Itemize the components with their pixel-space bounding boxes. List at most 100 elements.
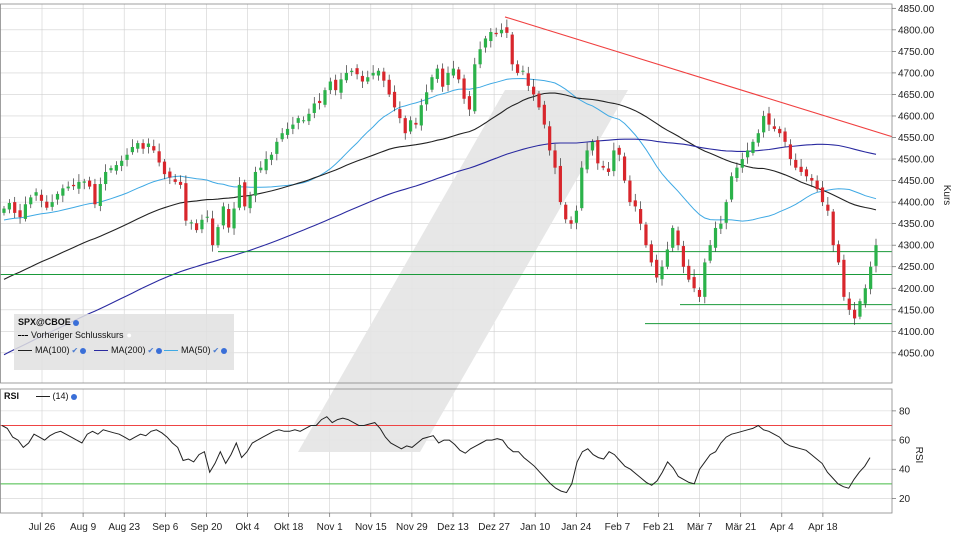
candle-body xyxy=(146,143,151,147)
candle-body xyxy=(194,223,199,231)
candle-body xyxy=(451,68,455,76)
date-tick-label: Dez 13 xyxy=(437,522,469,533)
candle xyxy=(200,214,204,234)
candle xyxy=(120,155,124,172)
legend-ma50[interactable]: MA(50) ✔ xyxy=(164,345,228,355)
candle xyxy=(71,178,76,191)
price-tick-label: 4100.00 xyxy=(898,327,935,338)
info-icon[interactable] xyxy=(80,347,87,354)
candle-body xyxy=(301,120,306,122)
candle-body xyxy=(542,104,546,125)
candle-body xyxy=(360,75,365,82)
date-tick-label: Aug 9 xyxy=(70,522,97,533)
candle xyxy=(719,215,723,234)
rsi-frame xyxy=(0,388,893,514)
check-icon[interactable]: ✔ xyxy=(71,346,79,355)
price-tick-label: 4500.00 xyxy=(898,155,935,166)
candle xyxy=(408,116,413,135)
candle-body xyxy=(719,223,723,229)
candle-body xyxy=(114,165,118,171)
candle-body xyxy=(109,168,113,171)
ma50-swatch-icon xyxy=(164,350,178,352)
candle-body xyxy=(660,266,664,280)
candle xyxy=(307,108,311,126)
candle xyxy=(162,159,167,180)
candle-body xyxy=(435,68,439,79)
candle xyxy=(724,199,728,230)
candle-body xyxy=(585,150,589,170)
candle xyxy=(136,140,140,153)
candle xyxy=(157,143,161,167)
candle xyxy=(253,166,258,203)
candle xyxy=(114,161,118,175)
candle-body xyxy=(200,219,204,230)
candle xyxy=(269,152,274,166)
candle-body xyxy=(168,171,172,178)
info-icon[interactable] xyxy=(221,347,228,354)
candle-body xyxy=(483,38,488,48)
candle-body xyxy=(863,288,867,304)
legend-ma200[interactable]: MA(200) ✔ xyxy=(94,345,163,355)
ma50-label: MA(50) xyxy=(181,345,211,355)
candle-body xyxy=(392,91,397,108)
candle-body xyxy=(312,103,316,113)
legend-prev-close[interactable]: Vorheriger Schlusskurs ● xyxy=(18,330,132,340)
candle xyxy=(558,158,562,205)
candle-body xyxy=(430,77,434,90)
candle-body xyxy=(580,167,584,209)
candle-body xyxy=(104,171,108,185)
candle-body xyxy=(649,244,653,263)
rsi-grid xyxy=(0,389,892,513)
date-tick-label: Apr 18 xyxy=(808,522,838,533)
candle xyxy=(344,65,348,83)
candle xyxy=(569,216,573,229)
candle xyxy=(366,70,370,85)
candle-body xyxy=(23,204,28,219)
candle-body xyxy=(291,124,295,129)
candle xyxy=(430,74,434,93)
candle-body xyxy=(136,143,140,149)
candle xyxy=(515,60,520,76)
candle-body xyxy=(93,184,97,205)
candle-body xyxy=(152,146,156,151)
candle-body xyxy=(173,179,177,182)
price-tick-label: 4550.00 xyxy=(898,133,935,144)
date-tick-label: Sep 20 xyxy=(191,522,223,533)
candle xyxy=(660,260,664,286)
candle-body xyxy=(221,206,225,226)
candle xyxy=(612,142,616,177)
candle xyxy=(125,148,129,167)
candle xyxy=(831,209,835,252)
candle xyxy=(692,269,696,293)
legend-symbol[interactable]: SPX@CBOE xyxy=(18,317,79,327)
candle-body xyxy=(515,64,520,73)
check-icon[interactable]: ✔ xyxy=(147,346,155,355)
candle xyxy=(655,254,659,283)
candle xyxy=(858,298,862,320)
candle xyxy=(66,181,70,191)
candle-body xyxy=(232,208,236,229)
candle xyxy=(104,164,108,191)
legend-ma100[interactable]: MA(100) ✔ xyxy=(18,345,87,355)
info-icon[interactable] xyxy=(72,319,79,326)
candle-body xyxy=(724,202,728,223)
check-icon[interactable]: ✔ xyxy=(212,346,220,355)
date-tick-label: Mär 7 xyxy=(687,522,713,533)
candle xyxy=(328,77,332,95)
candle xyxy=(243,179,247,211)
info-icon[interactable] xyxy=(156,347,163,354)
candle-body xyxy=(264,159,268,171)
candle-body xyxy=(355,68,359,75)
price-tick-label: 4400.00 xyxy=(898,198,935,209)
candle xyxy=(676,226,680,251)
candle-body xyxy=(804,169,809,177)
candle-body xyxy=(569,220,573,224)
candle-body xyxy=(820,187,825,203)
candle-body xyxy=(473,64,477,112)
info-icon[interactable] xyxy=(70,393,77,400)
candle-body xyxy=(243,182,247,207)
ma100-label: MA(100) xyxy=(35,345,70,355)
candle-body xyxy=(601,165,605,168)
candle xyxy=(334,74,338,96)
candle xyxy=(216,224,220,248)
